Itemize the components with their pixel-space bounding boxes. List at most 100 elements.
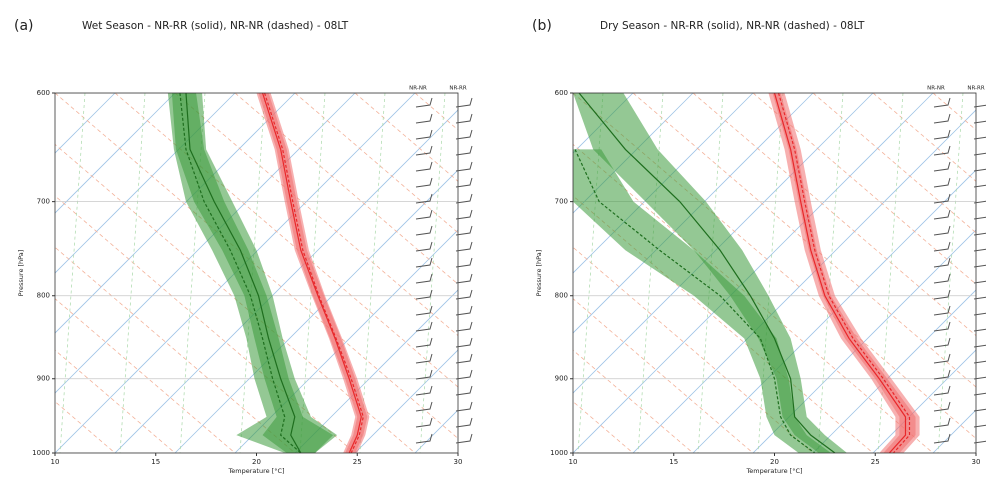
isotherm: [872, 349, 976, 453]
wind-barb: [455, 401, 473, 412]
wind-barb: [455, 289, 473, 300]
moist-adiabat: [937, 93, 964, 453]
spread-band: [167, 93, 334, 453]
profiles: [167, 93, 370, 453]
wind-barb: [933, 241, 951, 252]
wind-barb: [455, 385, 473, 396]
x-axis-label: Temperature [°C]: [745, 467, 802, 475]
profiles: [573, 93, 920, 453]
moist-adiabat: [0, 93, 3, 453]
moist-adiabat: [98, 93, 123, 453]
panel-label: (b): [532, 18, 552, 34]
isotherm: [812, 289, 976, 453]
wind-barb: [933, 97, 951, 108]
wind-barb: [933, 193, 951, 204]
wind-barb: [973, 328, 986, 332]
x-tick-label: 15: [669, 458, 678, 466]
wind-barb: [933, 145, 951, 156]
y-tick-label: 800: [555, 292, 568, 300]
wind-barb: [973, 168, 986, 172]
wind-barb: [933, 209, 951, 220]
moist-adiabat: [419, 93, 446, 453]
wind-barb: [455, 145, 473, 156]
wind-barb: [933, 225, 951, 236]
wind-barb: [973, 216, 986, 220]
wind-barb: [933, 337, 951, 348]
wind-barb: [415, 417, 433, 428]
moist-adiabat: [359, 93, 386, 453]
wind-barb: [415, 97, 433, 108]
wind-barb: [973, 104, 986, 108]
wind-barb: [455, 193, 473, 204]
isotherm: [752, 229, 976, 453]
dry-adiabat: [55, 195, 356, 453]
wind-barb: [973, 296, 986, 300]
wind-barb: [415, 257, 433, 268]
wind-barb: [415, 369, 433, 380]
wind-barb: [455, 369, 473, 380]
chart-title: Wet Season - NR-RR (solid), NR-NR (dashe…: [82, 20, 349, 32]
wind-barb: [933, 369, 951, 380]
wind-barb: [973, 344, 986, 348]
wind-barb: [415, 401, 433, 412]
wind-barb: [415, 225, 433, 236]
profile-line: [578, 93, 836, 453]
dry-adiabat: [812, 93, 976, 234]
wind-barb: [455, 321, 473, 332]
wind-barb: [415, 129, 433, 140]
isotherm: [573, 93, 814, 334]
x-tick-label: 20: [252, 458, 261, 466]
y-tick-label: 600: [555, 89, 568, 97]
barb-column-label: NR-RR: [967, 86, 985, 92]
wind-barb: [973, 264, 986, 268]
isotherm: [573, 93, 634, 154]
dry-adiabat: [55, 143, 416, 453]
dry-adiabat: [872, 93, 976, 182]
wind-barb: [933, 273, 951, 284]
y-tick-label: 900: [555, 375, 568, 383]
wind-barb: [455, 353, 473, 364]
isotherm: [114, 109, 458, 453]
moist-adiabat: [59, 93, 86, 453]
moist-adiabat: [840, 93, 865, 453]
wind-barb: [415, 433, 433, 444]
wind-barb: [455, 113, 473, 124]
wind-barb: [933, 321, 951, 332]
wind-barb: [415, 385, 433, 396]
wind-barb: [415, 145, 433, 156]
wind-barb: [933, 161, 951, 172]
wind-barb: [933, 113, 951, 124]
isotherm: [33, 93, 393, 453]
x-tick-label: 25: [353, 458, 362, 466]
wind-barb: [455, 257, 473, 268]
wind-barb: [933, 353, 951, 364]
wind-barb: [933, 385, 951, 396]
profile-line: [185, 93, 302, 453]
isotherm: [573, 93, 754, 274]
panel: (a) Wet Season - NR-RR (solid), NR-NR (da…: [14, 18, 986, 475]
x-tick-label: 15: [151, 458, 160, 466]
wind-barb: [455, 433, 473, 444]
wind-barb: [973, 248, 986, 252]
dry-adiabat: [573, 246, 814, 453]
x-tick-label: 30: [454, 458, 463, 466]
y-tick-label: 700: [37, 198, 50, 206]
wind-barb: [933, 417, 951, 428]
x-tick-label: 10: [51, 458, 60, 466]
panel-label: (a): [14, 18, 34, 34]
isotherm: [715, 93, 986, 453]
wind-barb: [415, 113, 433, 124]
moist-adiabat: [757, 93, 784, 453]
isotherm: [174, 169, 458, 453]
y-tick-label: 600: [37, 89, 50, 97]
dry-adiabat: [55, 349, 176, 453]
wind-barb: [415, 337, 433, 348]
dry-adiabat: [234, 93, 458, 285]
wind-barb: [455, 273, 473, 284]
barb-column-label: NR-NR: [409, 86, 427, 92]
isotherm: [692, 169, 976, 453]
spread-band: [258, 93, 370, 453]
wind-barb: [973, 360, 986, 364]
x-tick-label: 20: [770, 458, 779, 466]
